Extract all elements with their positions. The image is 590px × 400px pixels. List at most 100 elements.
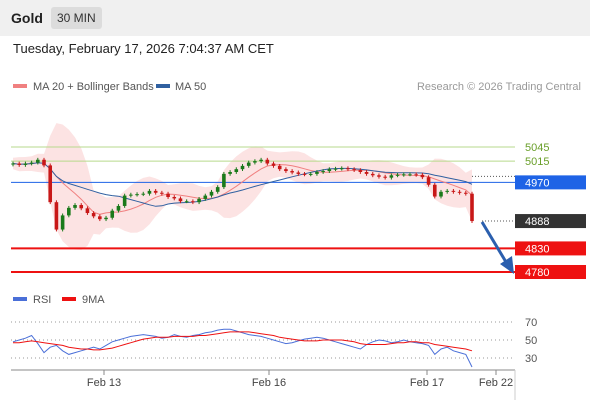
candle-body [408,174,412,176]
candle-body [432,184,437,197]
candle-body [29,162,34,164]
candle-body [67,207,71,216]
candle-body [222,173,226,188]
legend-9ma: 9MA [82,294,105,306]
legend-ma20: MA 20 + Bollinger Bands [33,81,154,93]
candle-body [389,175,394,178]
candle-body [271,163,276,166]
x-tick-label: Feb 17 [410,377,444,389]
candle-body [60,215,65,230]
candle-body [358,170,363,172]
bollinger-bands [13,123,472,250]
candle-body [308,173,313,175]
candle-body [141,193,146,195]
candle-body [98,216,102,220]
candle-body [333,168,338,170]
candle-body [383,176,387,178]
candle-body [215,187,220,192]
candle-body [166,193,170,197]
candle-body [135,194,139,196]
projection-arrow [480,221,514,274]
candle-body [290,171,294,173]
candle-body [17,163,22,165]
rsi-tick-30: 30 [525,353,537,365]
legend-rsi: RSI [33,294,51,306]
symbol-title: Gold [11,10,43,26]
candle-body [104,217,108,220]
level-tag-4888 [515,214,586,229]
candle-body [116,205,121,211]
candle-body [420,174,425,178]
candle-body [395,174,400,176]
candle-body [54,202,59,230]
candle-body [321,171,325,173]
candle-body [36,159,40,163]
candle-body [246,162,251,166]
candle-body [240,165,245,170]
candle-body [172,197,177,199]
timeframe-button[interactable]: 30 MIN [51,7,102,29]
candle-body [445,190,449,192]
ma20-line [12,162,473,215]
candle-body [234,169,239,172]
candle-body [42,159,46,166]
candle-body [147,190,152,194]
candle-body [457,191,462,193]
x-tick-label: Feb 16 [252,377,286,389]
rsi-tick-70: 70 [525,317,537,329]
level-tag-4830 [515,241,586,256]
candle-body [153,190,158,193]
candle-body [79,205,84,209]
candle-body [439,191,443,197]
rsi-9ma-line [13,331,473,352]
candle-body [209,191,214,196]
candle-body [463,192,468,194]
candle-body [228,172,232,174]
level-tag-4970 [515,175,586,190]
candle-body [346,168,350,170]
level-label-4970: 4970 [525,177,549,189]
candle-body [178,198,183,202]
candle-body [160,192,164,194]
level-label-5015: 5015 [525,156,549,168]
legend-swatch-ma20 [13,84,27,88]
x-ticks: Feb 13 Feb 16 Feb 17 Feb 22 [87,370,513,389]
candle-body [197,198,201,203]
rsi-line [12,328,473,368]
legend-swatch-ma50 [156,84,170,88]
legend-swatch-9ma [62,297,76,301]
legend-swatch-rsi [13,297,27,301]
candle-body [470,193,474,222]
rsi-grid: 70 50 30 [11,317,537,365]
candle-body [73,205,77,208]
candle-body [184,201,189,203]
candle-body [23,163,28,165]
candle-body [377,175,381,177]
candle-body [129,194,133,196]
candle-body [48,165,53,203]
candle-body [253,161,257,163]
x-tick-label: Feb 22 [479,377,513,389]
candle-body [352,169,356,171]
bollinger-band-area [13,123,472,250]
level-lines [11,146,515,273]
candle-body [327,169,332,172]
level-tag-4780 [515,265,586,279]
rsi-lines [12,328,473,368]
ma50-line [12,162,473,207]
rsi-tick-50: 50 [525,335,537,347]
legend-ma50: MA 50 [175,81,206,93]
level-label-5045: 5045 [525,142,549,154]
candle-body [91,213,96,217]
candle-body [191,201,195,203]
moving-averages [12,162,473,215]
candle-body [315,172,319,174]
candle-body [284,169,288,172]
level-label-4780: 4780 [525,267,549,279]
candle-body [122,195,127,206]
level-labels: 5045 5015 4970 4888 4830 4780 [515,142,586,279]
candle-body [370,173,375,176]
candle-body [451,190,456,192]
candle-body [259,159,263,162]
